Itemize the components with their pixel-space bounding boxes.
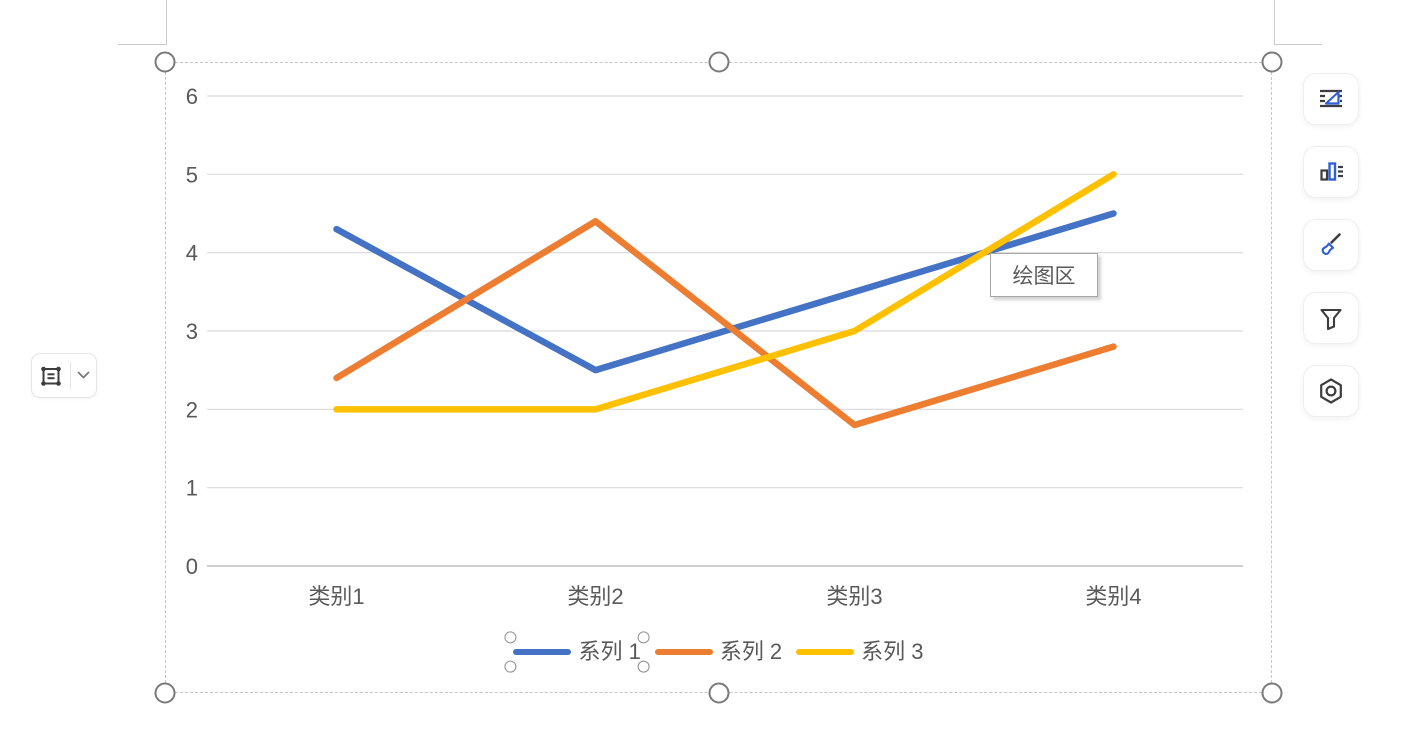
x-axis-category-label: 类别1	[308, 584, 364, 609]
chart-resize-handle-bottom-left[interactable]	[154, 682, 176, 704]
layout-options-button[interactable]	[1303, 73, 1359, 125]
y-axis-tick-label: 3	[186, 319, 198, 344]
legend-selection-handle[interactable]	[504, 631, 517, 644]
text-boundary-mark-top-right-horizontal	[1274, 44, 1322, 45]
x-axis-category-label: 类别4	[1085, 584, 1141, 609]
legend-line-swatch	[796, 649, 855, 655]
legend-item[interactable]: 系列 2	[653, 638, 784, 666]
hexagon-settings-icon	[1320, 378, 1342, 404]
legend-selection-handle[interactable]	[504, 660, 517, 673]
chart-resize-handle-bottom-middle[interactable]	[708, 682, 729, 704]
series-line-3[interactable]	[333, 171, 1117, 413]
layout-options-icon	[1320, 89, 1342, 108]
chart-legend[interactable]: 系列 1 系列 2 系列 3	[165, 631, 1272, 673]
chart-tools-toolbar	[1303, 73, 1359, 417]
chart-filters-icon	[1320, 308, 1342, 331]
select-object-icon[interactable]	[32, 362, 70, 390]
selection-pane-button[interactable]	[31, 353, 97, 398]
chart-settings-button[interactable]	[1303, 365, 1359, 417]
chart-resize-handle-bottom-right[interactable]	[1261, 682, 1283, 704]
legend-selection-handle[interactable]	[637, 660, 650, 673]
y-axis-tick-label: 6	[186, 84, 198, 109]
legend-label: 系列 2	[719, 639, 783, 664]
chart-resize-handle-top-middle[interactable]	[708, 51, 729, 73]
y-axis-tick-label: 2	[186, 397, 198, 422]
text-boundary-mark-top-left-vertical	[166, 0, 167, 45]
y-axis-tick-label: 1	[186, 476, 198, 501]
x-axis-category-label: 类别3	[826, 584, 882, 609]
series-line-2[interactable]	[333, 218, 1117, 429]
y-axis-tick-label: 4	[186, 241, 198, 266]
chart-elements-button[interactable]	[1303, 146, 1359, 198]
chart-styles-icon	[1321, 233, 1341, 255]
legend-item[interactable]: 系列 1	[504, 631, 650, 673]
text-boundary-mark-top-right-vertical	[1274, 0, 1275, 45]
chart-elements-icon	[1320, 162, 1343, 181]
plot-area-tooltip: 绘图区	[990, 253, 1098, 297]
legend-line-swatch	[513, 649, 572, 655]
line-chart-plot-area[interactable]: 0 1 2 3 4 5 6 类别1 类别2 类别3 类别4	[165, 62, 1272, 693]
button-divider	[70, 362, 71, 389]
legend-item[interactable]: 系列 3	[794, 638, 925, 666]
chart-object[interactable]: 0 1 2 3 4 5 6 类别1 类别2 类别3 类别4 系列 1 系列 2 系列 3	[154, 51, 1283, 704]
y-axis-tick-label: 5	[186, 162, 198, 187]
chart-resize-handle-top-left[interactable]	[154, 51, 176, 73]
chevron-down-icon[interactable]	[71, 371, 96, 380]
chart-filters-button[interactable]	[1303, 292, 1359, 344]
chart-resize-handle-top-right[interactable]	[1261, 51, 1283, 73]
legend-label: 系列 3	[861, 639, 924, 664]
chart-styles-button[interactable]	[1303, 219, 1359, 271]
legend-selection-handle[interactable]	[637, 631, 650, 644]
y-axis-tick-label: 0	[186, 554, 198, 579]
legend-line-swatch	[654, 649, 713, 655]
text-boundary-mark-top-left-horizontal	[118, 44, 166, 45]
x-axis-category-label: 类别2	[567, 584, 623, 609]
legend-label: 系列 1	[578, 639, 641, 664]
tooltip-text: 绘图区	[1012, 265, 1076, 288]
